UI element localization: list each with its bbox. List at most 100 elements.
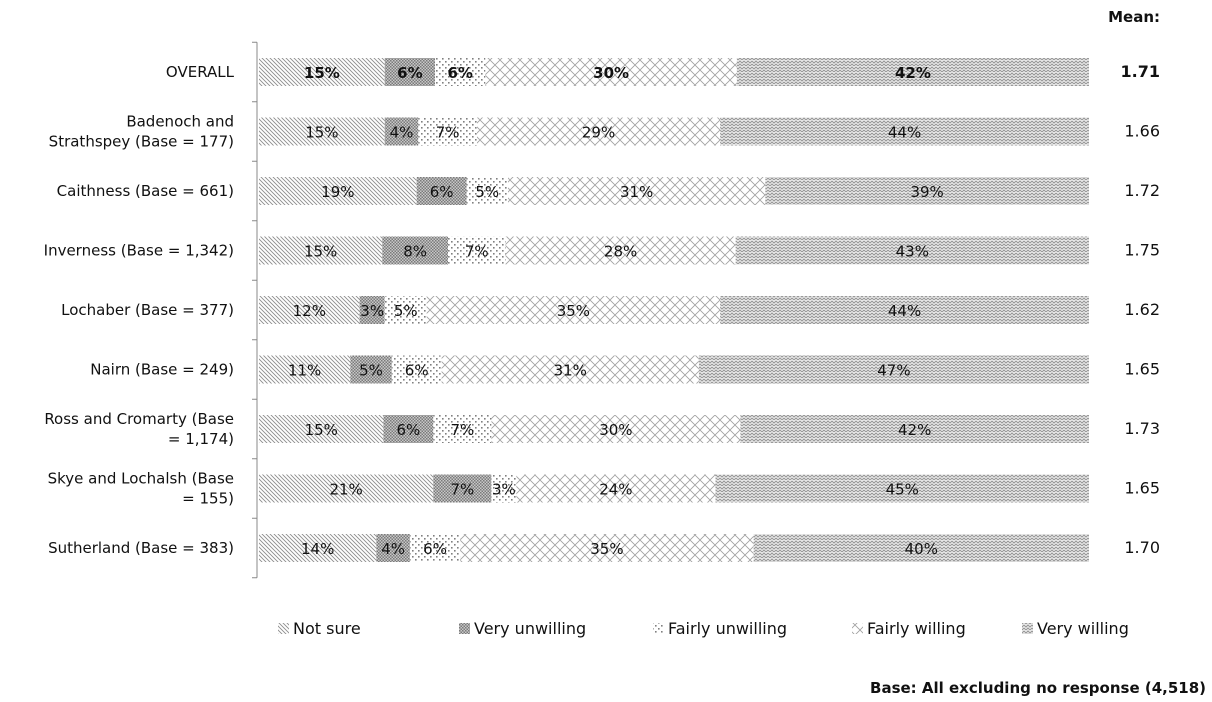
category-label: Badenoch and xyxy=(126,113,234,131)
data-label: 6% xyxy=(405,362,429,380)
data-label: 19% xyxy=(321,183,354,201)
bar-segment xyxy=(516,474,716,503)
bar-segment xyxy=(466,177,508,205)
legend-label: Very unwilling xyxy=(474,619,586,638)
data-label: 6% xyxy=(397,64,422,82)
bar-segment xyxy=(384,296,427,324)
data-label: 3% xyxy=(360,302,384,320)
category-label: Sutherland (Base = 383) xyxy=(48,539,234,557)
bar-segment xyxy=(491,415,741,443)
bar-segment xyxy=(384,58,436,86)
data-label: 7% xyxy=(450,481,474,499)
data-label: 30% xyxy=(593,64,629,82)
bar-segment xyxy=(259,474,434,503)
data-label: 4% xyxy=(390,124,414,142)
mean-value: 1.62 xyxy=(1124,300,1160,319)
data-label: 35% xyxy=(590,540,623,558)
data-label: 42% xyxy=(898,421,931,439)
legend-label: Fairly unwilling xyxy=(668,619,787,638)
bar-segment xyxy=(259,177,417,205)
legend-swatch xyxy=(278,623,289,634)
category-labels: OVERALL Badenoch and Strathspey (Base = 17… xyxy=(44,63,235,557)
bar-segment xyxy=(259,58,385,86)
data-label: 7% xyxy=(450,421,474,439)
mean-value: 1.70 xyxy=(1124,538,1160,557)
bar-segment xyxy=(736,58,1089,86)
mean-value: 1.65 xyxy=(1124,479,1160,498)
data-label: 47% xyxy=(877,362,910,380)
bar-segment xyxy=(409,534,461,562)
bar-segment xyxy=(735,236,1089,265)
data-label: 14% xyxy=(301,540,334,558)
mean-value: 1.71 xyxy=(1121,62,1160,81)
category-label: = 155) xyxy=(182,490,234,508)
bar-segment xyxy=(259,296,360,324)
data-label: 40% xyxy=(905,540,938,558)
bar-segment xyxy=(382,236,449,265)
axis xyxy=(252,41,258,579)
bar-segment xyxy=(740,415,1089,443)
data-label: 43% xyxy=(896,243,929,261)
bar-segment xyxy=(460,534,754,562)
bar-segment xyxy=(259,355,351,384)
data-label: 7% xyxy=(436,124,460,142)
category-label: Nairn (Base = 249) xyxy=(90,361,234,379)
data-label: 30% xyxy=(599,421,632,439)
mean-value: 1.66 xyxy=(1124,122,1160,141)
legend-swatch xyxy=(1022,623,1033,634)
bar-segment xyxy=(376,534,410,562)
mean-value: 1.73 xyxy=(1124,419,1160,438)
footnote: Base: All excluding no response (4,518) xyxy=(870,679,1206,697)
bar-segment xyxy=(505,236,736,265)
data-label: 11% xyxy=(288,362,321,380)
category-label: OVERALL xyxy=(166,63,235,81)
data-label: 28% xyxy=(604,243,637,261)
bar-segment xyxy=(359,296,385,324)
category-label: = 1,174) xyxy=(168,430,234,448)
bar-segment xyxy=(765,177,1089,205)
data-label: 35% xyxy=(557,302,590,320)
legend: Not sure Very unwilling Fairly unwilling Fa… xyxy=(278,619,1129,638)
data-label: 6% xyxy=(423,540,447,558)
bar-segment xyxy=(485,58,737,86)
bar-segment xyxy=(391,355,442,384)
data-label: 4% xyxy=(381,540,405,558)
mean-value: 1.75 xyxy=(1124,241,1160,260)
category-label: Ross and Cromarty (Base xyxy=(44,410,234,428)
bar-segment xyxy=(416,177,467,205)
bar-segment xyxy=(491,474,517,503)
data-label: 15% xyxy=(304,243,337,261)
bar-segment xyxy=(350,355,392,384)
data-label: 6% xyxy=(397,421,421,439)
legend-swatch xyxy=(653,623,664,634)
bar-segment xyxy=(259,415,384,443)
bar-segment xyxy=(426,296,721,324)
data-label: 31% xyxy=(554,362,587,380)
bar-segment xyxy=(383,415,434,443)
bar-segment xyxy=(753,534,1089,562)
mean-value: 1.72 xyxy=(1124,181,1160,200)
data-label: 15% xyxy=(305,421,338,439)
data-label: 44% xyxy=(888,124,921,142)
data-label: 7% xyxy=(465,243,489,261)
mean-value: 1.65 xyxy=(1124,360,1160,379)
data-label: 6% xyxy=(430,183,454,201)
mean-header: Mean: xyxy=(1108,8,1160,26)
category-label: Strathspey (Base = 177) xyxy=(49,133,234,151)
bar-segment xyxy=(433,474,492,503)
category-label: Skye and Lochalsh (Base xyxy=(48,470,234,488)
category-label: Inverness (Base = 1,342) xyxy=(44,242,234,260)
legend-label: Very willing xyxy=(1037,619,1129,638)
bar-segment xyxy=(418,117,477,146)
mean-values: 1.71 1.66 1.72 1.75 1.62 1.65 1.73 1.65 1.70 xyxy=(1121,62,1160,557)
data-label: 12% xyxy=(293,302,326,320)
data-label: 45% xyxy=(886,481,919,499)
data-label: 5% xyxy=(394,302,418,320)
bar-segment xyxy=(435,58,486,86)
category-label: Caithness (Base = 661) xyxy=(57,182,234,200)
data-label: 5% xyxy=(359,362,383,380)
data-label: 15% xyxy=(305,124,338,142)
bar-segment xyxy=(441,355,699,384)
bar-segment xyxy=(476,117,721,146)
